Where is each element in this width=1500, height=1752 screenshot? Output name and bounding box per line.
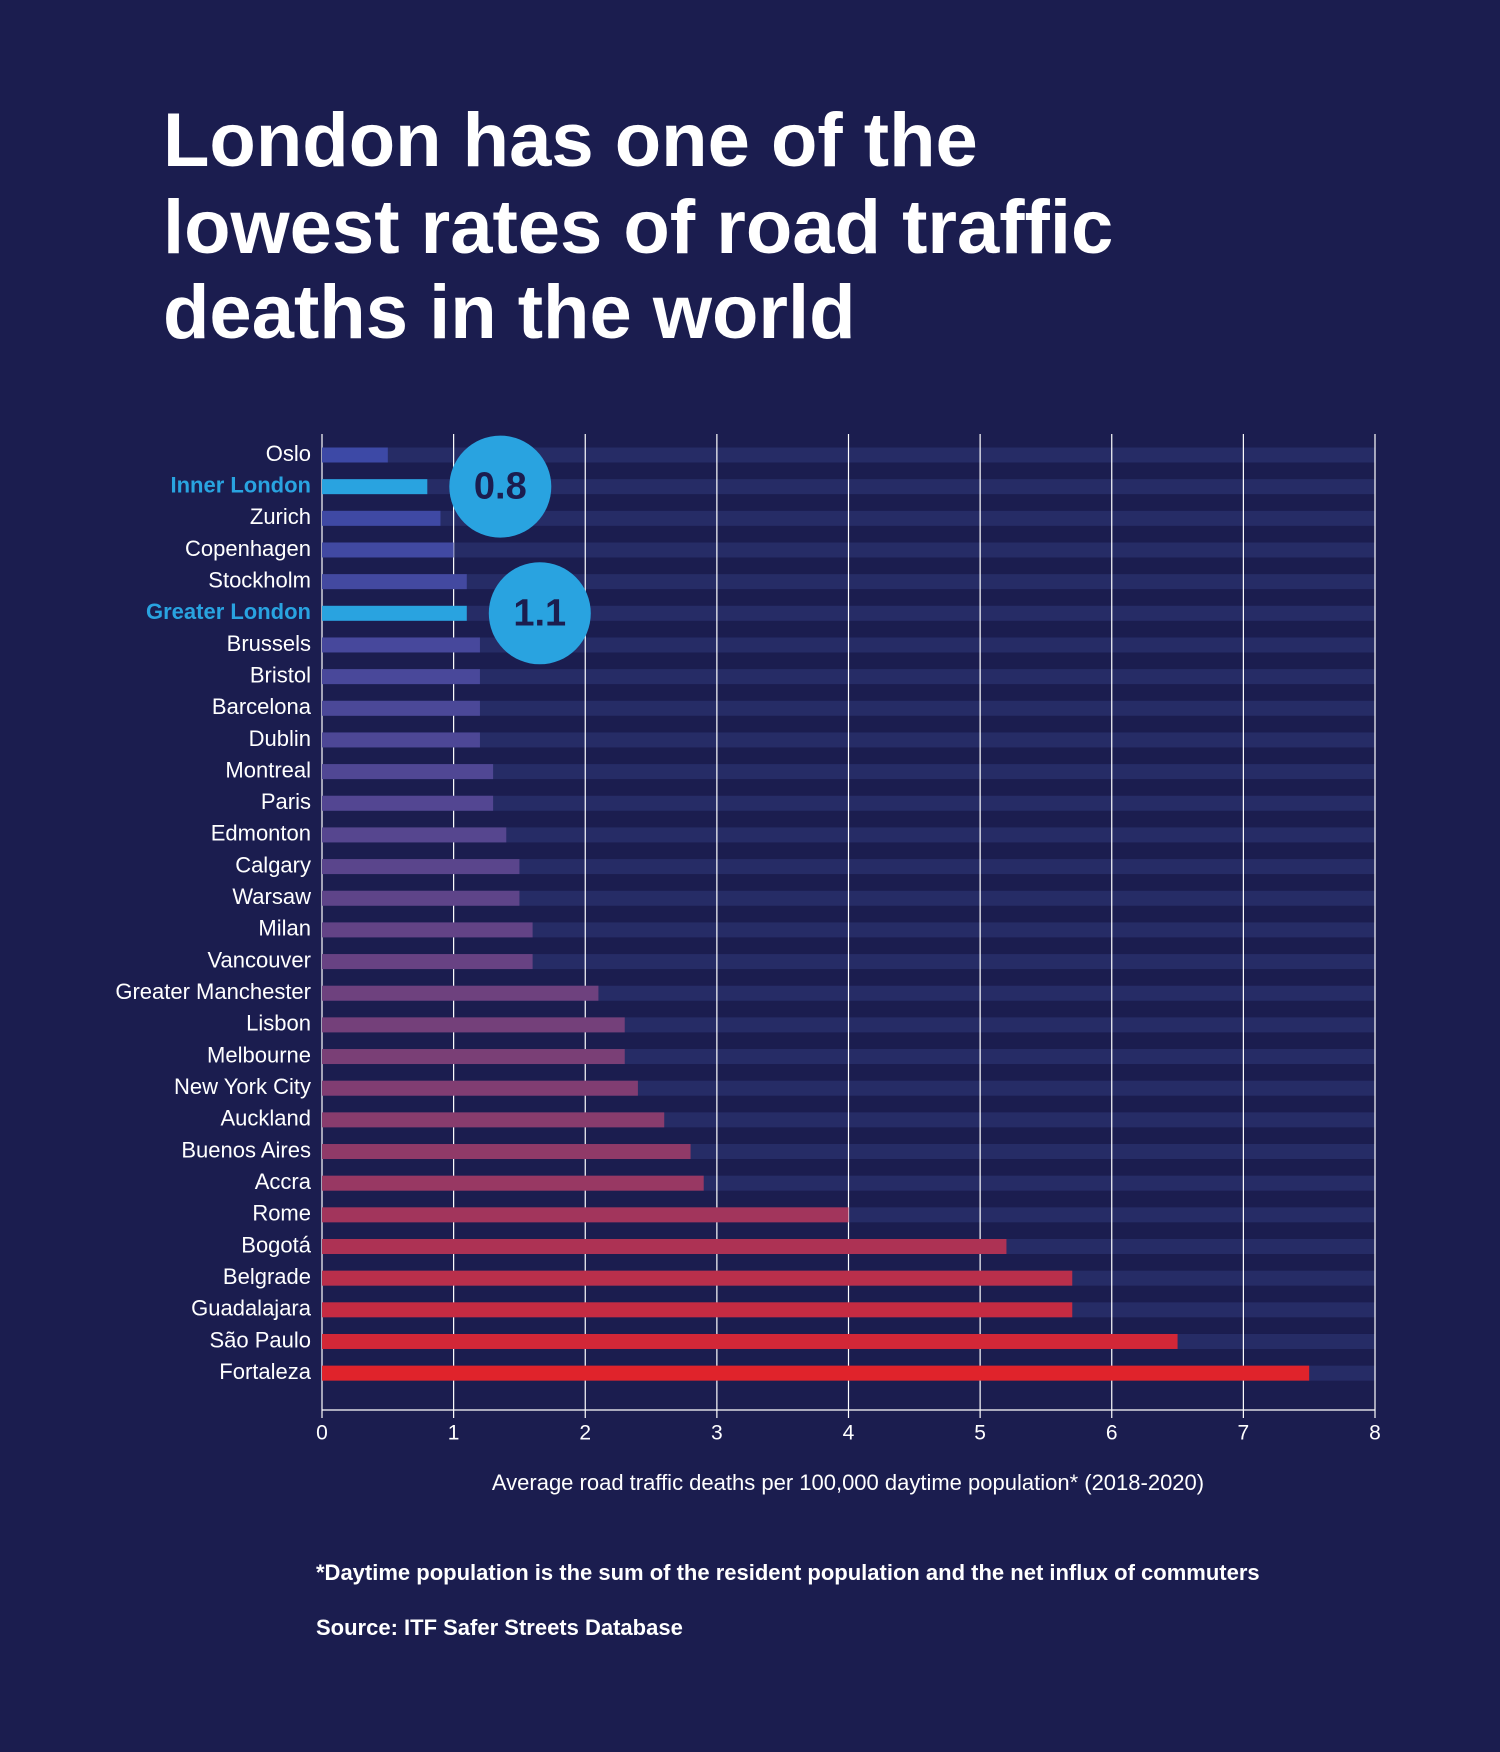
y-tick-label: Copenhagen <box>185 536 311 561</box>
bar <box>322 1207 849 1223</box>
y-tick-label: Accra <box>255 1169 312 1194</box>
bar <box>322 1365 1310 1381</box>
y-tick-label: São Paulo <box>209 1327 311 1352</box>
bar <box>322 1270 1073 1286</box>
bar <box>322 574 467 590</box>
bar <box>322 795 494 811</box>
bar <box>322 922 533 938</box>
y-tick-label: Dublin <box>249 726 311 751</box>
bar <box>322 1049 625 1065</box>
chart-title: London has one of the <box>163 98 978 183</box>
bar <box>322 1144 691 1160</box>
y-tick-label: Zurich <box>250 504 311 529</box>
y-tick-label: Rome <box>252 1201 311 1226</box>
x-tick-label: 0 <box>316 1422 328 1445</box>
y-tick-label: Montreal <box>225 757 311 782</box>
bar <box>322 1112 665 1128</box>
x-tick-label: 2 <box>579 1422 591 1445</box>
y-tick-label: Buenos Aires <box>181 1137 311 1162</box>
bar <box>322 954 533 970</box>
y-tick-label: Brussels <box>227 631 311 656</box>
bar <box>322 1017 625 1033</box>
y-tick-label: Oslo <box>266 441 311 466</box>
y-tick-label: Paris <box>261 789 311 814</box>
value-label: 0.8 <box>474 466 527 508</box>
y-tick-label: Bristol <box>250 662 311 687</box>
bar <box>322 764 494 780</box>
x-axis-label: Average road traffic deaths per 100,000 … <box>492 1470 1204 1495</box>
chart-title: lowest rates of road traffic <box>163 185 1113 270</box>
bar <box>322 700 480 716</box>
bar <box>322 890 520 906</box>
y-tick-label: Melbourne <box>207 1042 311 1067</box>
y-tick-label: Warsaw <box>232 884 311 909</box>
bar <box>322 510 441 526</box>
y-tick-label: Inner London <box>170 472 311 497</box>
y-tick-label: Fortaleza <box>219 1359 311 1384</box>
y-tick-label: Calgary <box>235 852 311 877</box>
y-tick-label: Guadalajara <box>191 1296 312 1321</box>
x-tick-label: 3 <box>711 1422 723 1445</box>
y-tick-label: Belgrade <box>223 1264 311 1289</box>
y-tick-label: Stockholm <box>208 567 311 592</box>
chart-title: deaths in the world <box>163 270 856 355</box>
source: Source: ITF Safer Streets Database <box>316 1615 683 1640</box>
y-tick-label: Milan <box>258 916 311 941</box>
y-tick-label: Bogotá <box>241 1232 311 1257</box>
bar <box>322 985 599 1001</box>
y-tick-label: Barcelona <box>212 694 312 719</box>
callout-bubble <box>488 562 591 665</box>
y-tick-label: Greater Manchester <box>115 979 311 1004</box>
bar <box>322 1333 1178 1349</box>
x-tick-label: 8 <box>1369 1422 1381 1445</box>
x-tick-label: 5 <box>974 1422 986 1445</box>
bar <box>322 669 480 685</box>
x-tick-label: 7 <box>1238 1422 1250 1445</box>
bar <box>322 859 520 875</box>
bar <box>322 605 467 621</box>
bar <box>322 1302 1073 1318</box>
x-tick-label: 1 <box>448 1422 460 1445</box>
y-tick-label: Edmonton <box>211 821 311 846</box>
bar <box>322 542 454 558</box>
bar <box>322 1175 704 1191</box>
y-tick-label: Lisbon <box>246 1011 311 1036</box>
bar <box>322 637 480 653</box>
y-tick-label: Auckland <box>220 1106 311 1131</box>
bar <box>322 447 388 463</box>
callout-bubble <box>449 435 552 538</box>
y-tick-label: Greater London <box>146 599 311 624</box>
value-label: 1.1 <box>513 592 566 634</box>
footnote: *Daytime population is the sum of the re… <box>316 1560 1260 1585</box>
bar <box>322 1239 1007 1254</box>
x-tick-label: 4 <box>843 1422 855 1445</box>
y-tick-label: Vancouver <box>207 947 311 972</box>
bar <box>322 1080 638 1096</box>
x-tick-label: 6 <box>1106 1422 1118 1445</box>
bar <box>322 732 480 748</box>
bar <box>322 827 507 843</box>
bar <box>322 479 428 495</box>
y-tick-label: New York City <box>174 1074 311 1099</box>
